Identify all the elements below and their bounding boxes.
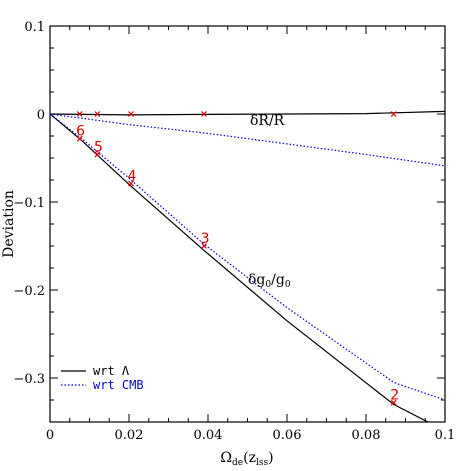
legend-label-wrt-cmb: wrt CMB — [93, 378, 144, 392]
legend-label-wrt-lambda: wrt Λ — [93, 364, 130, 378]
x-axis-title: Ωde(zlss) — [220, 450, 273, 468]
upper-marker — [201, 111, 207, 117]
annotation-dR-over-R: δR/R — [250, 113, 285, 129]
y-tick-label: −0.1 — [13, 196, 45, 211]
plot-frame — [49, 25, 446, 423]
ticks — [49, 25, 446, 423]
y-tick-label: 0.1 — [24, 20, 45, 35]
marker-label: 5 — [94, 139, 103, 155]
series-1-curve-1 — [50, 113, 445, 401]
lower-marker — [128, 180, 134, 187]
x-tick-label: 0.04 — [194, 428, 223, 443]
marker-label: 4 — [128, 169, 137, 185]
marker-label: 6 — [76, 124, 85, 140]
tick-labels: 0 0.02 0.04 0.06 0.08 0.1 0.1 0 −0.1 −0.2 −0.3 — [13, 20, 455, 443]
x-tick-label: 0.02 — [115, 428, 144, 443]
marker-label: 3 — [201, 231, 210, 247]
markers: 65 4 3 2 — [76, 111, 399, 406]
lower-marker — [390, 399, 397, 406]
x-tick-label: 0.08 — [352, 428, 381, 443]
y-tick-label: 0 — [37, 108, 45, 123]
y-tick-label: −0.2 — [13, 284, 45, 299]
y-tick-label: −0.3 — [13, 372, 45, 387]
upper-marker — [128, 111, 134, 117]
lower-marker — [94, 151, 101, 158]
x-tick-label: 0.06 — [273, 428, 302, 443]
upper-marker — [76, 111, 83, 117]
upper-marker — [390, 111, 397, 117]
series-1-curve-0 — [50, 113, 445, 167]
series-0-curve-0 — [50, 110, 445, 116]
legend: wrt Λ wrt CMB — [61, 364, 144, 392]
annotation-dg0-over-g0: δg0/g0 — [248, 272, 291, 290]
marker-label: 2 — [390, 388, 399, 404]
upper-marker — [94, 111, 101, 117]
x-tick-label: 0.1 — [435, 428, 456, 443]
lower-marker — [201, 243, 207, 249]
y-axis-title: Deviation — [1, 190, 17, 258]
x-tick-label: 0 — [46, 428, 54, 443]
lower-marker — [76, 135, 83, 142]
